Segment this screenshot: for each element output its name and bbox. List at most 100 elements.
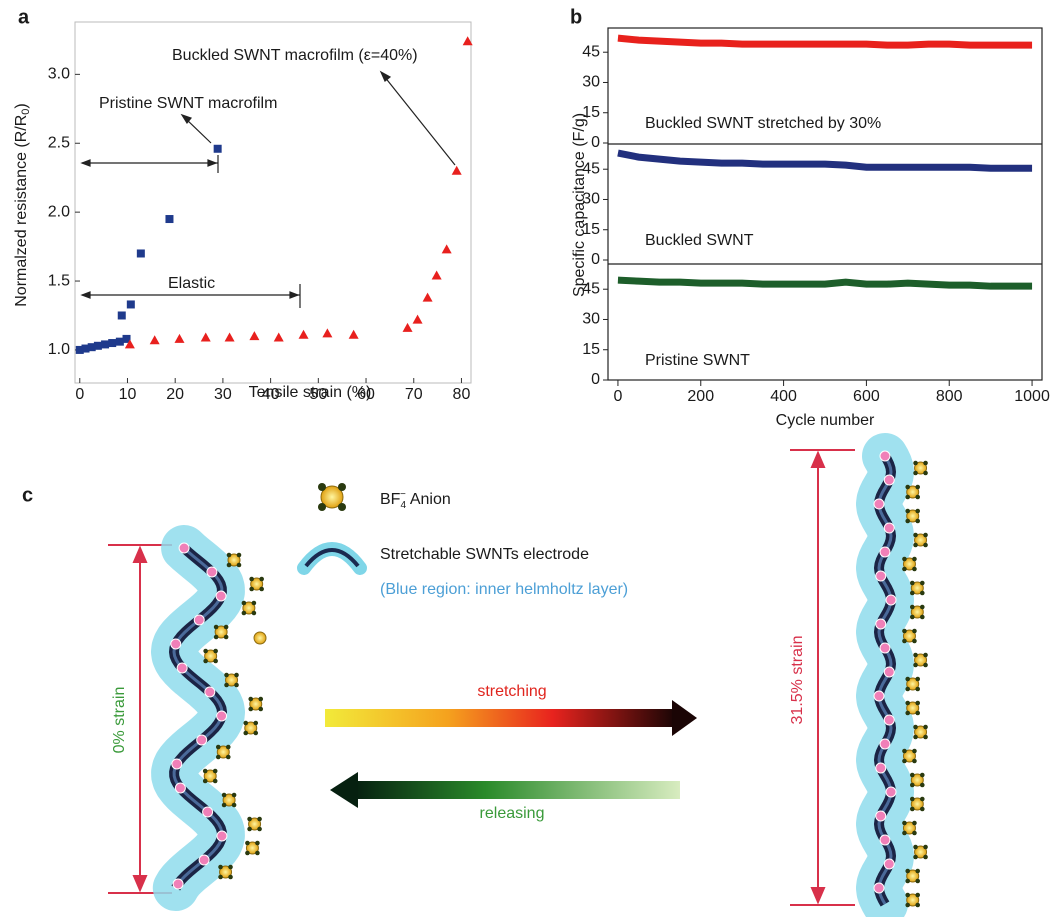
- anion-atom: [909, 590, 915, 596]
- anion-atom: [913, 854, 918, 860]
- cation: [883, 522, 895, 534]
- x-tick-label: 20: [166, 386, 184, 403]
- anion-atom: [915, 700, 921, 706]
- data-point: [249, 331, 260, 341]
- anion-atom: [919, 604, 925, 610]
- cation: [172, 878, 184, 890]
- anion-atom: [212, 768, 218, 774]
- anion-atom: [213, 658, 218, 664]
- anion-atom: [231, 802, 237, 808]
- anion: [902, 821, 916, 835]
- anion-atom: [913, 734, 918, 740]
- anion-atom: [225, 754, 231, 760]
- anion: [204, 649, 218, 663]
- y-axis-title-text: Normalzed resistance (R/R: [13, 115, 30, 307]
- anion: [906, 869, 920, 883]
- cation: [883, 714, 895, 726]
- anion-atom: [218, 874, 223, 880]
- anion-atom: [253, 720, 259, 726]
- data-line: [617, 34, 1033, 49]
- anion: [914, 725, 928, 739]
- anion-atom: [253, 730, 259, 736]
- anion: [225, 673, 239, 687]
- anion-atom: [912, 566, 917, 572]
- anion-atom: [923, 652, 928, 658]
- anion-legend: BF4− Anion: [380, 489, 451, 511]
- anion-atom: [913, 662, 918, 668]
- y-tick-label: 2.5: [48, 134, 70, 151]
- anion-atom: [923, 460, 928, 466]
- anion-atom: [249, 586, 254, 592]
- anion: [910, 581, 924, 595]
- anion-atom: [905, 686, 911, 692]
- formula-sup: −: [400, 489, 406, 500]
- anion-atom: [902, 830, 907, 836]
- data-point: [431, 270, 442, 280]
- anion-atom: [248, 696, 254, 702]
- anion-atom: [912, 556, 917, 562]
- anion-atom: [913, 460, 918, 466]
- cation: [215, 590, 227, 602]
- cation: [879, 738, 891, 750]
- anion-atom: [909, 772, 915, 778]
- cation: [196, 734, 208, 746]
- anion-atom: [912, 628, 917, 634]
- x-tick-label: 800: [936, 388, 963, 405]
- anion-atom: [902, 758, 907, 764]
- data-point: [441, 244, 452, 254]
- y-tick-label: 1.5: [48, 272, 70, 289]
- anion: [242, 601, 256, 615]
- data-point: [462, 36, 473, 46]
- anion: [244, 721, 258, 735]
- anion-atom: [919, 590, 925, 596]
- anion-atom: [902, 566, 907, 572]
- cation: [879, 546, 891, 558]
- anion-atom: [203, 648, 208, 654]
- y-tick-label: 45: [582, 280, 600, 297]
- cation: [202, 806, 214, 818]
- anion-atom: [243, 720, 249, 726]
- anion-atom: [905, 508, 911, 514]
- y-tick-label: 2.0: [48, 203, 70, 220]
- anion-atom: [923, 734, 928, 740]
- anion-atom: [223, 634, 229, 640]
- data-point: [81, 344, 90, 353]
- anion-atom: [909, 782, 915, 788]
- anion-atom: [243, 730, 249, 736]
- anion: [214, 625, 228, 639]
- x-tick-label: 400: [770, 388, 797, 405]
- anion-atom: [255, 840, 260, 846]
- anion-atom: [234, 682, 239, 688]
- anion-atom: [905, 484, 911, 490]
- anion-atom: [212, 778, 218, 784]
- anion-atom: [213, 624, 219, 630]
- strain-label: 0% strain: [111, 687, 128, 754]
- anion-atom: [915, 710, 921, 716]
- anion-atom: [221, 792, 227, 798]
- anion-atom: [258, 696, 264, 702]
- anion-atom: [923, 844, 928, 850]
- anion-atom: [213, 634, 219, 640]
- anion-atom: [905, 878, 911, 884]
- electrode-icon-core: [304, 548, 360, 568]
- anion: [906, 677, 920, 691]
- data-point: [108, 339, 117, 348]
- y-tick-label: 15: [582, 104, 600, 121]
- anion-atom: [236, 552, 242, 558]
- anion-atom: [255, 850, 260, 856]
- anion-atom: [912, 830, 917, 836]
- cation: [875, 618, 887, 630]
- anion-atom: [909, 806, 915, 812]
- anion-atom: [919, 614, 925, 620]
- data-line: [617, 149, 1033, 172]
- anion-atom: [923, 532, 928, 538]
- anion-atom: [913, 470, 918, 476]
- anion-atom: [905, 892, 911, 898]
- data-point: [126, 300, 135, 309]
- arrows: [325, 700, 697, 808]
- strain-arrows: [108, 449, 855, 906]
- data-point: [136, 249, 145, 258]
- anion-atom: [919, 806, 925, 812]
- panel-label: c: [22, 484, 33, 506]
- cation: [204, 686, 216, 698]
